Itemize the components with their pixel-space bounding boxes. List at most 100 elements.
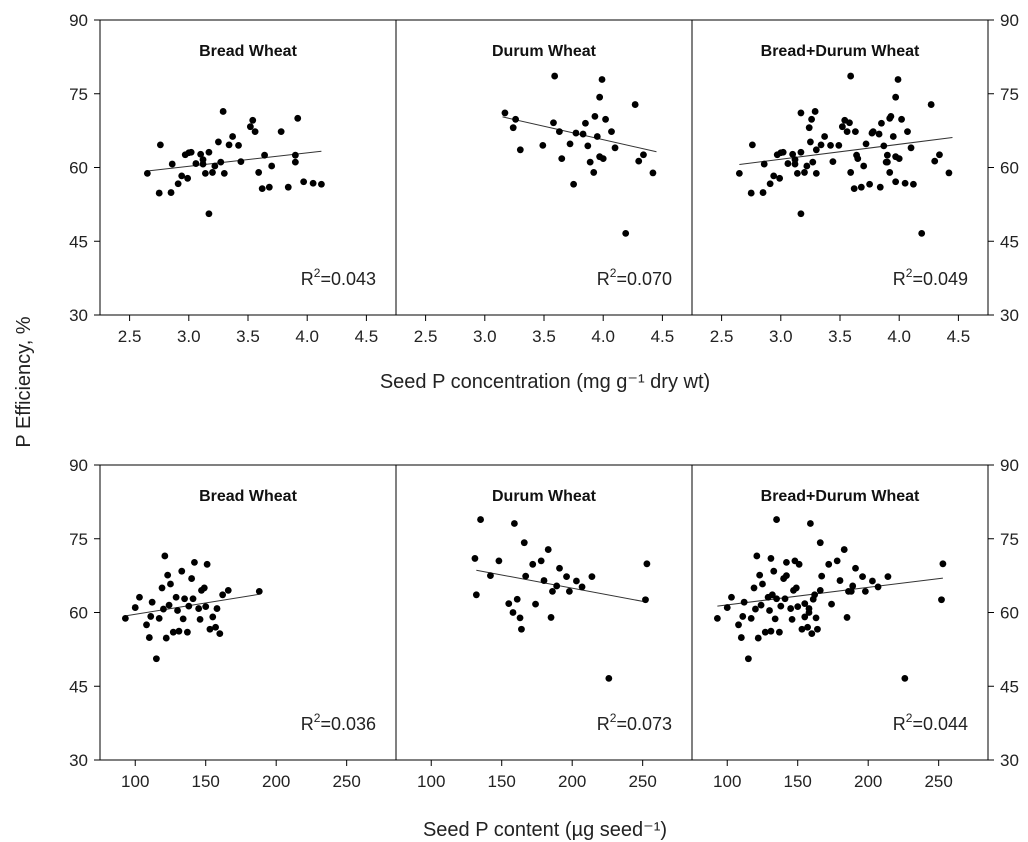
data-point xyxy=(516,614,524,622)
data-point xyxy=(737,634,745,641)
data-point xyxy=(584,142,592,150)
data-point xyxy=(309,179,317,187)
data-point xyxy=(131,604,139,611)
data-point xyxy=(812,146,820,154)
data-point xyxy=(945,169,953,177)
data-point xyxy=(868,129,876,137)
data-point xyxy=(779,148,787,156)
data-point xyxy=(768,591,776,599)
data-point xyxy=(179,615,187,623)
data-point xyxy=(787,605,795,612)
data-point xyxy=(857,183,865,191)
data-point xyxy=(889,133,897,140)
y-tick-label-left: 75 xyxy=(69,85,88,104)
data-point xyxy=(883,151,891,159)
data-point xyxy=(255,169,263,176)
data-point xyxy=(776,174,784,182)
data-point xyxy=(249,116,257,124)
data-point xyxy=(649,169,657,177)
data-point xyxy=(761,628,769,636)
data-point xyxy=(713,615,721,622)
data-point xyxy=(160,605,167,613)
data-point xyxy=(175,627,183,635)
data-point xyxy=(565,587,573,595)
data-point xyxy=(798,625,806,633)
r-squared-label: R2=0.073 xyxy=(597,711,672,734)
data-point xyxy=(199,160,207,168)
data-point xyxy=(752,605,759,613)
y-tick-label-left: 30 xyxy=(69,306,88,325)
data-point xyxy=(191,558,198,566)
data-point xyxy=(866,180,873,188)
y-axis-label: P Efficiency, % xyxy=(13,316,35,447)
data-point xyxy=(797,148,805,156)
data-point xyxy=(783,558,790,566)
data-point xyxy=(596,93,604,101)
data-point xyxy=(155,189,163,197)
data-point xyxy=(148,598,156,606)
data-point xyxy=(757,601,765,609)
x-tick-label: 150 xyxy=(192,772,220,791)
data-point xyxy=(849,582,857,590)
data-point xyxy=(590,169,598,176)
data-point xyxy=(487,572,494,580)
r-squared-label: R2=0.070 xyxy=(597,266,672,289)
data-point xyxy=(894,76,902,83)
panel-bread-durum-wheat: 100 150 200 250 Bread+Durum Wheat R2=0.044 xyxy=(691,465,968,791)
chart-row-top: 30 30 45 45 60 60 75 75 90 90 2.5 3.0 3.5 4.0 4.5 Bread… xyxy=(69,11,1019,346)
data-point xyxy=(807,138,814,146)
data-point xyxy=(759,189,767,196)
data-point xyxy=(608,128,615,136)
r-squared-label: R2=0.044 xyxy=(893,711,968,734)
data-point xyxy=(767,627,775,635)
data-point xyxy=(512,115,519,123)
data-point xyxy=(200,584,208,592)
data-point xyxy=(723,604,731,611)
data-point xyxy=(579,130,587,138)
data-point xyxy=(598,76,606,83)
x-tick-label: 200 xyxy=(558,772,586,791)
data-point xyxy=(152,655,160,663)
plot-frame xyxy=(99,464,989,761)
chart-grid: 30 30 45 45 60 60 75 75 90 90 2.5 3.0 3.5 4.0 4.5 Bread… xyxy=(69,11,1019,791)
data-point xyxy=(192,160,200,167)
data-point xyxy=(495,557,503,565)
data-point xyxy=(251,128,259,136)
data-point xyxy=(816,586,824,594)
bottom-x-axis-label: Seed P content (µg seed⁻¹) xyxy=(423,819,667,841)
data-point xyxy=(472,591,480,599)
data-point xyxy=(184,174,192,182)
data-point xyxy=(516,146,524,154)
data-point xyxy=(593,133,601,140)
data-point xyxy=(825,560,833,568)
data-point xyxy=(156,141,164,149)
data-point xyxy=(640,151,647,159)
data-point xyxy=(202,603,210,610)
panel-title: Durum Wheat xyxy=(492,488,597,505)
data-point xyxy=(246,123,254,131)
x-tick-label: 4.5 xyxy=(947,327,971,346)
data-point xyxy=(766,607,773,614)
data-point xyxy=(518,625,525,633)
x-tick-label: 4.0 xyxy=(887,327,911,346)
x-tick-label: 100 xyxy=(713,772,741,791)
data-point xyxy=(747,615,755,622)
data-point xyxy=(197,150,205,158)
data-point xyxy=(803,162,811,170)
x-tick-label: 100 xyxy=(417,772,445,791)
data-point xyxy=(537,557,545,565)
y-tick-label-left: 75 xyxy=(69,530,88,549)
data-point xyxy=(847,169,855,176)
data-point xyxy=(553,582,561,590)
data-point xyxy=(840,546,848,553)
y-tick-label-left: 60 xyxy=(69,604,88,623)
data-point xyxy=(801,169,808,176)
data-point xyxy=(165,601,173,609)
data-point xyxy=(643,560,651,568)
data-point xyxy=(168,160,176,168)
data-point xyxy=(901,674,909,682)
y-tick-label-left: 90 xyxy=(69,456,88,475)
data-point xyxy=(631,101,639,108)
data-point xyxy=(809,595,817,603)
data-point xyxy=(936,151,943,159)
